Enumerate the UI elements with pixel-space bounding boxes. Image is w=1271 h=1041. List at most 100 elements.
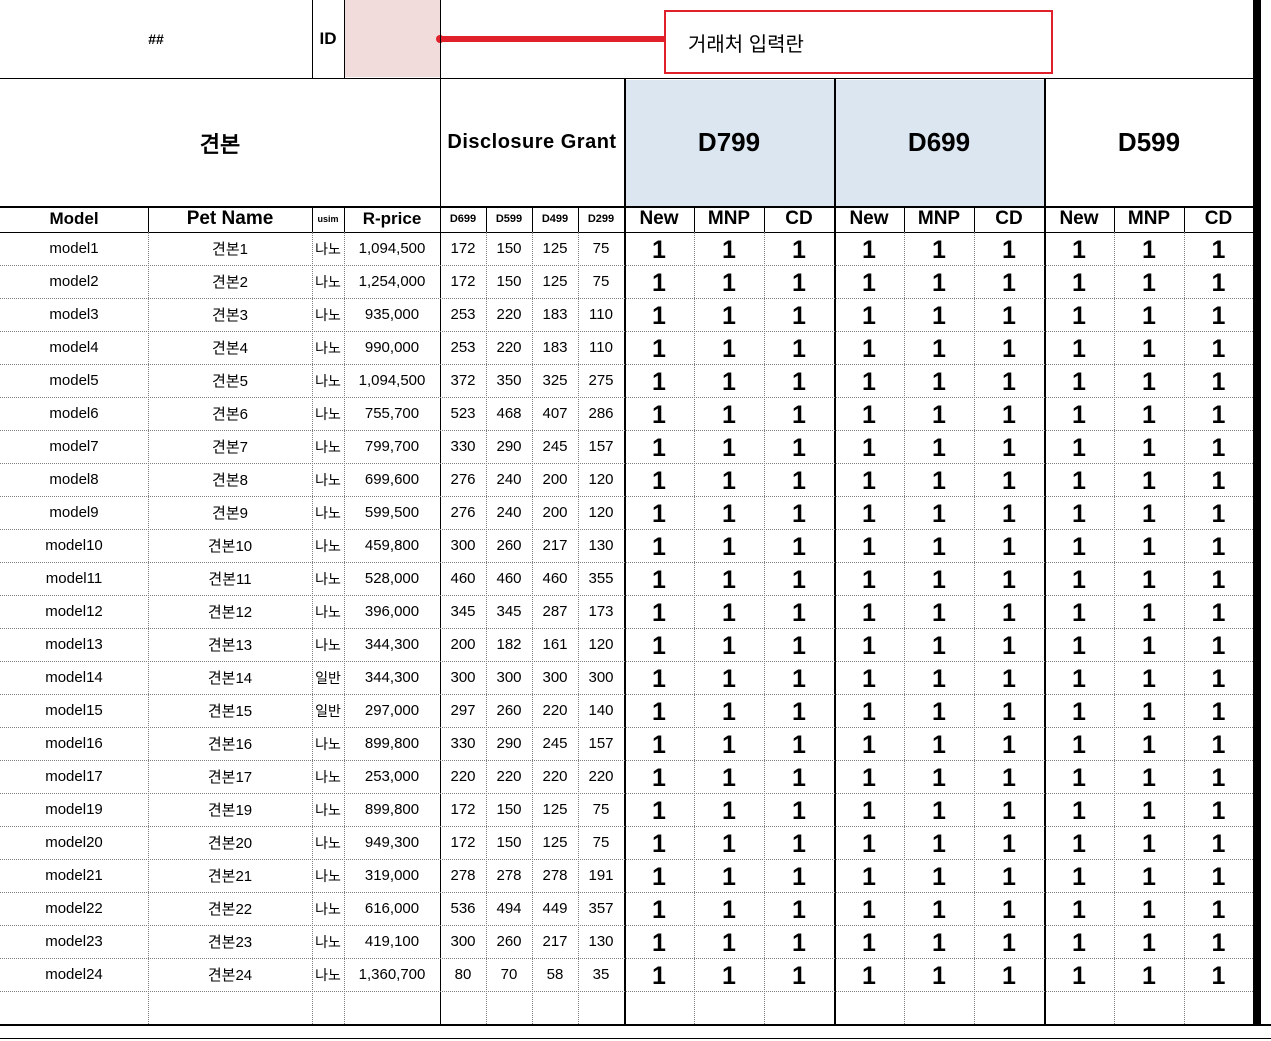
plan-value-cell[interactable]: 1 [1002,962,1016,990]
plan-value-cell[interactable]: 1 [932,500,946,528]
plan-value-cell[interactable]: 1 [652,533,666,561]
plan-value-cell[interactable]: 1 [792,368,806,396]
plan-value-cell[interactable]: 1 [652,401,666,429]
plan-value-cell[interactable]: 1 [1211,764,1226,792]
plan-value-cell[interactable]: 1 [1002,566,1016,594]
plan-value-cell[interactable]: 1 [652,599,666,627]
plan-value-cell[interactable]: 1 [1142,269,1156,297]
plan-value-cell[interactable]: 1 [1211,599,1226,627]
plan-value-cell[interactable]: 1 [932,302,946,330]
plan-value-cell[interactable]: 1 [1072,500,1086,528]
plan-value-cell[interactable]: 1 [1142,434,1156,462]
plan-value-cell[interactable]: 1 [1142,797,1156,825]
plan-value-cell[interactable]: 1 [862,632,876,660]
plan-value-cell[interactable]: 1 [932,632,946,660]
plan-value-cell[interactable]: 1 [1211,962,1226,990]
plan-value-cell[interactable]: 1 [652,962,666,990]
plan-value-cell[interactable]: 1 [1002,236,1016,264]
plan-value-cell[interactable]: 1 [792,566,806,594]
plan-value-cell[interactable]: 1 [1142,500,1156,528]
plan-value-cell[interactable]: 1 [1002,764,1016,792]
plan-value-cell[interactable]: 1 [932,929,946,957]
plan-value-cell[interactable]: 1 [1072,401,1086,429]
plan-value-cell[interactable]: 1 [792,797,806,825]
plan-value-cell[interactable]: 1 [1072,467,1086,495]
plan-value-cell[interactable]: 1 [652,929,666,957]
plan-value-cell[interactable]: 1 [862,335,876,363]
plan-value-cell[interactable]: 1 [722,896,736,924]
plan-value-cell[interactable]: 1 [1142,698,1156,726]
plan-value-cell[interactable]: 1 [862,368,876,396]
plan-value-cell[interactable]: 1 [792,500,806,528]
plan-value-cell[interactable]: 1 [652,863,666,891]
plan-value-cell[interactable]: 1 [792,698,806,726]
plan-value-cell[interactable]: 1 [1211,302,1226,330]
plan-value-cell[interactable]: 1 [1142,368,1156,396]
plan-value-cell[interactable]: 1 [1002,434,1016,462]
plan-value-cell[interactable]: 1 [792,731,806,759]
plan-value-cell[interactable]: 1 [1002,929,1016,957]
plan-value-cell[interactable]: 1 [1002,632,1016,660]
plan-value-cell[interactable]: 1 [1142,302,1156,330]
plan-value-cell[interactable]: 1 [1072,698,1086,726]
plan-value-cell[interactable]: 1 [722,731,736,759]
plan-value-cell[interactable]: 1 [1072,302,1086,330]
plan-value-cell[interactable]: 1 [1072,566,1086,594]
plan-value-cell[interactable]: 1 [792,830,806,858]
plan-value-cell[interactable]: 1 [1072,830,1086,858]
plan-value-cell[interactable]: 1 [792,269,806,297]
plan-value-cell[interactable]: 1 [862,269,876,297]
plan-value-cell[interactable]: 1 [652,830,666,858]
plan-value-cell[interactable]: 1 [862,929,876,957]
plan-value-cell[interactable]: 1 [1211,632,1226,660]
plan-value-cell[interactable]: 1 [722,236,736,264]
plan-value-cell[interactable]: 1 [1211,533,1226,561]
plan-value-cell[interactable]: 1 [792,665,806,693]
plan-value-cell[interactable]: 1 [1002,830,1016,858]
plan-value-cell[interactable]: 1 [862,401,876,429]
plan-value-cell[interactable]: 1 [862,599,876,627]
plan-value-cell[interactable]: 1 [1211,896,1226,924]
plan-value-cell[interactable]: 1 [1002,269,1016,297]
plan-value-cell[interactable]: 1 [722,863,736,891]
plan-value-cell[interactable]: 1 [862,896,876,924]
plan-value-cell[interactable]: 1 [1002,599,1016,627]
plan-value-cell[interactable]: 1 [722,830,736,858]
plan-value-cell[interactable]: 1 [792,467,806,495]
plan-value-cell[interactable]: 1 [1072,863,1086,891]
plan-value-cell[interactable]: 1 [792,863,806,891]
plan-value-cell[interactable]: 1 [1142,632,1156,660]
plan-value-cell[interactable]: 1 [652,566,666,594]
plan-value-cell[interactable]: 1 [792,434,806,462]
plan-value-cell[interactable]: 1 [792,929,806,957]
plan-value-cell[interactable]: 1 [722,269,736,297]
plan-value-cell[interactable]: 1 [1002,335,1016,363]
plan-value-cell[interactable]: 1 [1002,731,1016,759]
plan-value-cell[interactable]: 1 [722,335,736,363]
plan-value-cell[interactable]: 1 [722,764,736,792]
plan-value-cell[interactable]: 1 [1142,929,1156,957]
plan-value-cell[interactable]: 1 [722,566,736,594]
plan-value-cell[interactable]: 1 [932,698,946,726]
plan-value-cell[interactable]: 1 [932,863,946,891]
plan-value-cell[interactable]: 1 [1142,764,1156,792]
plan-value-cell[interactable]: 1 [1142,401,1156,429]
plan-value-cell[interactable]: 1 [722,797,736,825]
plan-value-cell[interactable]: 1 [1142,467,1156,495]
plan-value-cell[interactable]: 1 [652,269,666,297]
plan-value-cell[interactable]: 1 [652,302,666,330]
plan-value-cell[interactable]: 1 [1142,599,1156,627]
plan-value-cell[interactable]: 1 [1211,830,1226,858]
plan-value-cell[interactable]: 1 [1142,236,1156,264]
plan-value-cell[interactable]: 1 [792,401,806,429]
plan-value-cell[interactable]: 1 [722,302,736,330]
plan-value-cell[interactable]: 1 [1002,467,1016,495]
plan-value-cell[interactable]: 1 [1211,368,1226,396]
plan-value-cell[interactable]: 1 [652,698,666,726]
plan-value-cell[interactable]: 1 [1142,665,1156,693]
plan-value-cell[interactable]: 1 [862,500,876,528]
plan-value-cell[interactable]: 1 [1072,632,1086,660]
plan-value-cell[interactable]: 1 [1211,797,1226,825]
plan-value-cell[interactable]: 1 [1211,269,1226,297]
plan-value-cell[interactable]: 1 [792,632,806,660]
